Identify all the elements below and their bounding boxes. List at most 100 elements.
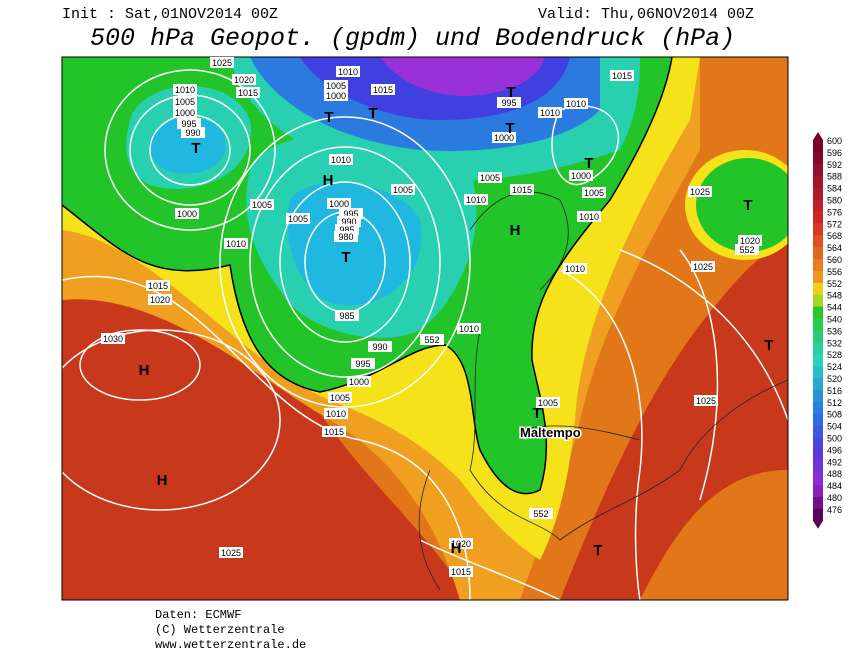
footer-line: www.wetterzentrale.de xyxy=(155,638,306,652)
isobar-label: 1010 xyxy=(565,264,585,274)
isobar-label-bg xyxy=(175,208,199,219)
isobar-label: 1010 xyxy=(226,239,246,249)
legend-label: 564 xyxy=(827,243,842,253)
isobar-label: 1000 xyxy=(177,209,197,219)
legend-label: 592 xyxy=(827,160,842,170)
isobar-label-bg xyxy=(335,224,359,235)
legend-arrow xyxy=(813,132,823,140)
isobar-label: 1020 xyxy=(740,236,760,246)
legend-swatch xyxy=(813,282,823,296)
isobar-label-bg xyxy=(688,186,712,197)
isobar-label-bg xyxy=(324,408,348,419)
isobar-label: 1010 xyxy=(338,67,358,77)
legend-label: 536 xyxy=(827,326,842,336)
legend-label: 580 xyxy=(827,196,842,206)
isobar-label: 990 xyxy=(341,217,356,227)
legend-swatch xyxy=(813,247,823,260)
isobar-label-bg xyxy=(457,323,481,334)
legend-label: 568 xyxy=(827,231,842,241)
isobar-label: 990 xyxy=(185,128,200,138)
pressure-center: H xyxy=(323,172,334,189)
legend-label: 540 xyxy=(827,315,842,325)
legend-swatch xyxy=(813,389,823,403)
map-frame xyxy=(61,56,789,601)
isobar-label: 995 xyxy=(501,98,516,108)
legend-label: 584 xyxy=(827,184,842,194)
isobar-label-bg xyxy=(569,170,593,181)
isobar-label-bg xyxy=(101,333,125,344)
legend-swatch xyxy=(813,151,823,165)
legend-swatch xyxy=(813,235,823,248)
legend-label: 508 xyxy=(827,410,842,420)
legend-swatch xyxy=(813,413,823,427)
legend-label: 500 xyxy=(827,434,842,444)
legend-label: 476 xyxy=(827,505,842,515)
isobar-label: 1005 xyxy=(538,398,558,408)
legend-swatch xyxy=(813,259,823,272)
isobar-label: 1020 xyxy=(150,295,170,305)
isobar-label: 990 xyxy=(372,342,387,352)
isobar-label-bg xyxy=(464,194,488,205)
legend-label: 484 xyxy=(827,481,842,491)
isobar-label-bg xyxy=(146,280,170,291)
isobar-label: 1005 xyxy=(252,200,272,210)
isobar-label: 980 xyxy=(338,232,353,242)
isobar-label: 1005 xyxy=(326,81,346,91)
map-title: 500 hPa Geopot. (gpdm) und Bodendruck (h… xyxy=(90,24,735,53)
isobar-label: 1000 xyxy=(329,199,349,209)
legend-swatch xyxy=(813,449,823,462)
legend-swatch xyxy=(813,330,823,343)
isobar-label: 1000 xyxy=(326,91,346,101)
isobar-label: 1015 xyxy=(238,88,258,98)
pressure-center: H xyxy=(451,540,462,557)
pressure-center: T xyxy=(505,120,514,137)
isobar-label: 1010 xyxy=(175,85,195,95)
isobar-label-bg xyxy=(210,57,234,68)
legend-swatch xyxy=(813,175,823,189)
isobar-label-bg xyxy=(449,566,473,577)
isobar-label-bg xyxy=(492,132,516,143)
isobar-label-bg xyxy=(420,334,444,345)
pressure-center: T xyxy=(584,155,593,172)
isobar-label-bg xyxy=(577,211,601,222)
isobar-label-bg xyxy=(328,392,352,403)
isobar-label: 552 xyxy=(533,509,548,519)
isobar-label: 552 xyxy=(739,245,754,255)
isobar-label-bg xyxy=(177,118,201,129)
legend-swatch xyxy=(813,508,823,522)
isobar-label: 1010 xyxy=(331,155,351,165)
isobar-label-bg xyxy=(286,213,310,224)
legend-swatch xyxy=(813,401,823,415)
isobar-label-bg xyxy=(335,310,359,321)
legend-swatch xyxy=(813,140,823,153)
legend-label: 528 xyxy=(827,350,842,360)
isobar-label-bg xyxy=(250,199,274,210)
isobar-label: 995 xyxy=(355,359,370,369)
isobar-label: 1010 xyxy=(466,195,486,205)
legend-swatch xyxy=(813,378,823,391)
isobar-label-bg xyxy=(694,395,718,406)
isobar-label-bg xyxy=(529,508,553,519)
isobar-label-bg xyxy=(181,127,205,138)
legend-label: 488 xyxy=(827,469,842,479)
isobar-label: 1015 xyxy=(451,567,471,577)
legend-label: 596 xyxy=(827,148,842,158)
isobar-label: 1030 xyxy=(103,334,123,344)
legend-label: 516 xyxy=(827,386,842,396)
isobar-label-bg xyxy=(371,84,395,95)
isobar-label-bg xyxy=(337,216,361,227)
isobar-label-bg xyxy=(173,96,197,107)
pressure-center: T xyxy=(743,197,752,214)
isobar-label: 1025 xyxy=(212,58,232,68)
legend-swatch xyxy=(813,354,823,367)
isobar-label-bg xyxy=(329,154,353,165)
pressure-center: T xyxy=(532,405,541,422)
legend-swatch xyxy=(813,187,823,200)
isobar-label-bg xyxy=(236,87,260,98)
pressure-center: T xyxy=(764,337,773,354)
isobar-label: 1005 xyxy=(288,214,308,224)
isobar-label: 1005 xyxy=(175,97,195,107)
pressure-center: T xyxy=(368,105,377,122)
legend-swatch xyxy=(813,223,823,236)
